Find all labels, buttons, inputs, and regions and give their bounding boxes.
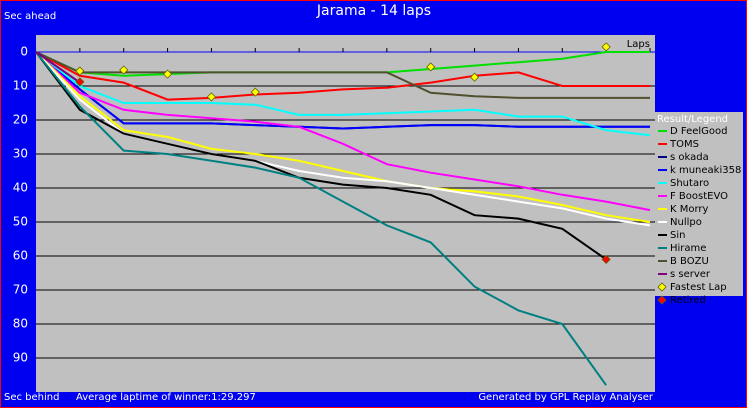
legend-label: s okada [670,152,709,163]
y-tick-label: 20 [13,113,28,127]
legend-label: F BoostEVO [670,191,728,202]
legend-label: s server [670,269,711,280]
marker [75,77,85,87]
chart-title: Jarama - 14 laps [316,3,431,19]
marker [250,87,260,97]
legend-box [655,112,743,296]
legend-label: K Morry [670,204,709,215]
y-label-top: Sec ahead [4,11,56,22]
legend-marker [657,282,667,292]
footer-left: Average laptime of winner:1:29.297 [76,392,256,403]
marker [601,254,611,264]
series-line [35,51,650,130]
x-label: Laps [627,39,650,50]
y-tick-label: 90 [13,351,28,365]
legend-label: TOMS [669,139,699,150]
legend-label: Sin [670,230,685,241]
legend-label: B BOZU [670,256,709,267]
marker [119,65,129,75]
legend-label: Nullpo [670,217,702,228]
series-line [35,51,81,84]
plot-area [36,35,655,392]
legend-label: Hirame [670,243,706,254]
legend-label: D FeelGood [670,126,728,137]
y-tick-label: 10 [13,79,28,93]
legend-label: Retired [670,295,706,306]
y-label-bottom: Sec behind [4,392,59,403]
marker [601,42,611,52]
marker [75,66,85,76]
footer-right: Generated by GPL Replay Analyser [478,392,654,403]
legend-title: Result/Legend [657,114,728,125]
series-line [35,51,651,223]
legend-label: k muneaki358 [670,165,741,176]
marker [206,92,216,102]
series-line [35,51,651,137]
series-line [35,51,607,386]
series-line [35,51,651,212]
y-tick-label: 40 [13,181,28,195]
marker [426,62,436,72]
legend-marker [657,295,667,305]
series-line [35,51,607,261]
y-tick-label: 30 [13,147,28,161]
series-line [35,51,650,99]
y-tick-label: 70 [13,283,28,297]
series-line [35,51,650,101]
marker [163,69,173,79]
y-tick-label: 60 [13,249,28,263]
legend-label: Fastest Lap [670,282,727,293]
y-tick-label: 80 [13,317,28,331]
y-tick-label: 50 [13,215,28,229]
y-tick-label: 0 [20,45,28,59]
marker [470,72,480,82]
legend-label: Shutaro [670,178,709,189]
